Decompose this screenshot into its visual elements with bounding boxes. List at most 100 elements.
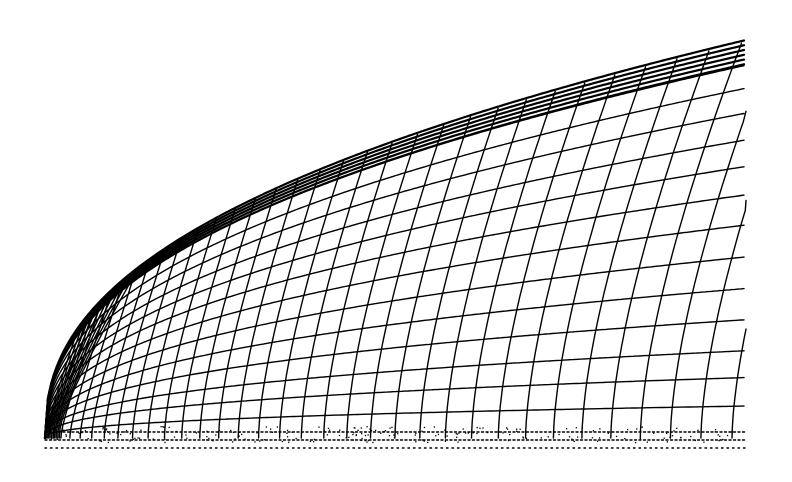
ray-curve bbox=[237, 179, 299, 439]
floor-speckle bbox=[120, 433, 122, 436]
floor-speckle bbox=[516, 428, 518, 430]
vertical-ray-curves bbox=[44, 42, 747, 439]
ray-curve bbox=[147, 228, 199, 439]
floor-speckle bbox=[276, 426, 278, 428]
floor-speckle bbox=[428, 431, 430, 433]
floor-speckle bbox=[394, 429, 396, 432]
floor-speckle bbox=[100, 440, 102, 442]
floor-speckle bbox=[364, 434, 367, 437]
floor-speckle bbox=[714, 429, 717, 431]
floor-speckle bbox=[446, 435, 448, 437]
floor-speckle bbox=[663, 437, 665, 439]
floor-speckle bbox=[476, 427, 478, 429]
ray-curve bbox=[53, 282, 120, 439]
floor-speckle bbox=[164, 438, 166, 440]
floor-speckle bbox=[99, 440, 101, 442]
floor-speckle bbox=[627, 428, 629, 431]
floor-speckle bbox=[364, 440, 367, 442]
ray-curve bbox=[58, 265, 140, 439]
floor-speckle bbox=[676, 427, 678, 429]
floor-speckle bbox=[104, 428, 106, 430]
floor-speckle bbox=[338, 434, 341, 437]
floor-speckle bbox=[357, 429, 359, 431]
outer-boundary-curves bbox=[43, 39, 746, 440]
floor-speckle bbox=[393, 437, 396, 439]
floor-speckle bbox=[666, 441, 668, 443]
floor-speckle bbox=[444, 440, 446, 442]
floor-speckle bbox=[690, 435, 692, 438]
floor-speckle bbox=[352, 439, 354, 441]
floor-speckle bbox=[383, 430, 385, 433]
floor-speckle bbox=[132, 438, 134, 440]
floor-speckle bbox=[421, 439, 423, 441]
floor-speckle bbox=[598, 437, 601, 439]
floor-speckle bbox=[50, 438, 53, 440]
ray-curve bbox=[394, 116, 472, 439]
floor-speckle bbox=[100, 440, 103, 443]
floor-speckle bbox=[134, 437, 136, 439]
floor-speckle bbox=[241, 433, 243, 436]
layer-curve bbox=[44, 224, 745, 439]
floor-speckle bbox=[327, 427, 330, 429]
floor-speckle bbox=[106, 428, 108, 430]
floor-speckle bbox=[389, 427, 391, 429]
floor-speckle bbox=[105, 429, 107, 431]
floor-speckle bbox=[164, 441, 166, 444]
floor-speckle bbox=[624, 437, 626, 440]
floor-speckle bbox=[697, 429, 699, 431]
ray-curve bbox=[323, 142, 393, 439]
floor-speckle bbox=[502, 432, 504, 434]
floor-speckle bbox=[291, 431, 293, 433]
floor-speckle bbox=[102, 428, 104, 430]
floor-speckle bbox=[238, 435, 240, 437]
floor-speckle bbox=[62, 428, 64, 430]
floor-speckle bbox=[703, 441, 705, 443]
floor-speckle bbox=[56, 438, 58, 440]
outer-boundary-curve bbox=[43, 63, 746, 440]
ray-curve bbox=[49, 301, 100, 439]
floor-speckle bbox=[462, 428, 464, 430]
floor-speckle bbox=[288, 441, 290, 443]
floor-speckle bbox=[186, 437, 188, 439]
floor-speckle bbox=[717, 434, 719, 436]
floor-speckle bbox=[131, 432, 134, 434]
floor-speckle bbox=[117, 433, 119, 435]
floor-speckle bbox=[206, 430, 208, 432]
floor-speckle bbox=[694, 439, 696, 442]
floor-speckle bbox=[69, 432, 71, 434]
floor-speckle bbox=[185, 434, 187, 436]
floor-speckle bbox=[206, 439, 208, 441]
floor-speckle bbox=[264, 439, 266, 441]
layer-curve bbox=[44, 194, 745, 439]
floor-speckle bbox=[547, 436, 549, 438]
floor-speckle bbox=[107, 431, 109, 433]
layer-curve bbox=[44, 350, 745, 439]
ray-curve bbox=[47, 308, 94, 439]
floor-speckle bbox=[509, 434, 511, 436]
floor-speckle bbox=[271, 431, 274, 433]
floor-speckle bbox=[162, 426, 164, 428]
floor-speckle bbox=[87, 437, 89, 440]
floor-speckle bbox=[427, 441, 429, 444]
floor-speckle bbox=[148, 431, 150, 433]
floor-speckle bbox=[506, 428, 509, 430]
ray-curve bbox=[581, 58, 678, 439]
floor-speckle bbox=[208, 437, 210, 440]
ray-curve bbox=[181, 208, 236, 439]
floor-speckle bbox=[360, 439, 362, 442]
layer-curve bbox=[44, 376, 745, 439]
ray-curve bbox=[52, 288, 114, 439]
floor-speckle bbox=[366, 426, 368, 428]
floor-speckle bbox=[482, 427, 484, 429]
floor-speckle bbox=[458, 432, 460, 434]
floor-speckle bbox=[278, 431, 281, 433]
floor-speckle bbox=[89, 431, 92, 433]
floor-speckle bbox=[195, 432, 198, 434]
floor-speckle bbox=[360, 427, 362, 429]
ray-curve bbox=[50, 294, 107, 439]
floor-speckle bbox=[370, 430, 373, 432]
floor-speckle bbox=[384, 430, 387, 432]
ray-curve bbox=[199, 198, 256, 439]
floor-speckle bbox=[254, 441, 256, 443]
